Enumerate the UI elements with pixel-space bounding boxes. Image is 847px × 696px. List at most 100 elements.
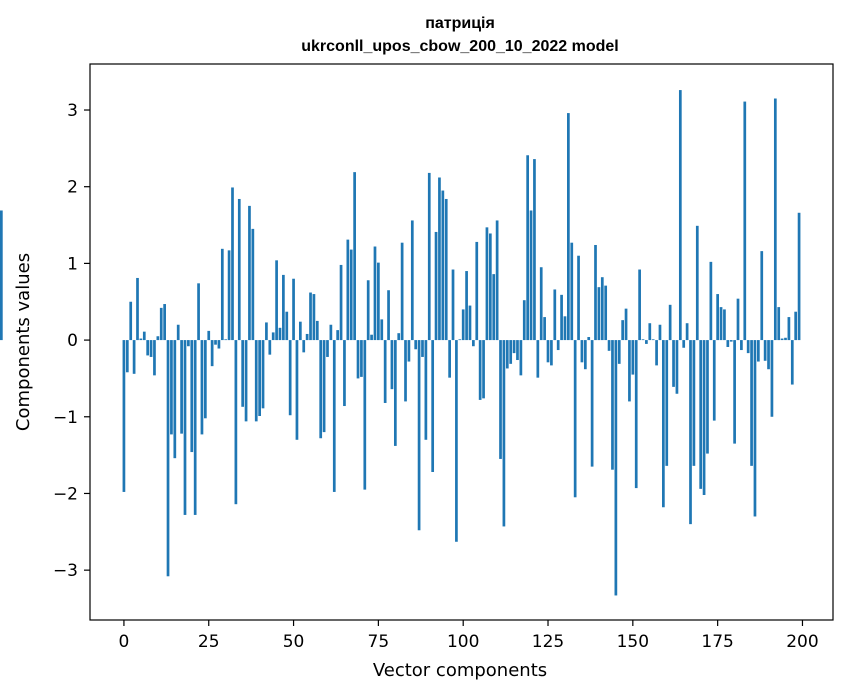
bar: [767, 340, 770, 370]
bar: [641, 339, 645, 341]
bar: [254, 340, 258, 422]
bar: [122, 340, 126, 492]
bar: [258, 340, 261, 416]
bar: [268, 340, 272, 355]
bar: [529, 210, 533, 341]
bar: [190, 340, 194, 453]
bar: [407, 340, 411, 362]
y-tick-label: 3: [67, 101, 78, 121]
bar: [736, 298, 740, 341]
bar: [478, 340, 482, 400]
bar: [438, 177, 441, 341]
bar: [241, 340, 245, 407]
bar: [611, 340, 614, 470]
bar: [163, 304, 166, 341]
bar: [390, 340, 394, 390]
bar: [563, 316, 567, 341]
bar: [153, 340, 156, 376]
bar: [271, 332, 275, 341]
bar: [282, 274, 285, 341]
bar: [543, 317, 546, 341]
x-axis-label: Vector components: [373, 660, 547, 681]
bar: [505, 340, 509, 369]
bar: [377, 262, 380, 341]
x-tick-label: 100: [447, 632, 479, 652]
bar: [757, 340, 760, 362]
bar: [709, 261, 713, 341]
x-tick-label: 200: [786, 632, 818, 652]
bar: [309, 292, 312, 341]
bar: [655, 340, 658, 366]
bar: [780, 338, 784, 341]
bar: [329, 324, 333, 341]
bar: [136, 277, 139, 341]
bar: [393, 340, 397, 446]
bar: [360, 340, 363, 377]
bar: [231, 187, 234, 341]
bar: [682, 340, 686, 348]
bar: [193, 340, 197, 515]
bar: [203, 340, 207, 419]
bar: [465, 271, 468, 341]
bar: [550, 340, 553, 366]
bar: [743, 101, 747, 341]
bar: [349, 249, 353, 341]
chart-title: патриція: [425, 15, 495, 32]
bar: [488, 233, 492, 341]
bar: [156, 336, 160, 341]
x-axis-ticks: 0 25 50 75 100 125 150 175 200: [119, 620, 819, 652]
bar: [726, 340, 730, 347]
bar: [339, 264, 343, 341]
bar: [326, 340, 329, 357]
bar: [692, 340, 696, 466]
bar: [295, 340, 299, 440]
bar: [651, 339, 655, 341]
bar: [502, 340, 506, 527]
bar: [468, 305, 472, 341]
bar: [139, 338, 143, 341]
bar: [695, 225, 699, 341]
bar: [526, 155, 530, 341]
y-tick-label: −3: [53, 561, 78, 581]
bar: [689, 340, 692, 525]
bar: [397, 333, 401, 341]
bar: [631, 340, 635, 375]
bar: [519, 340, 523, 376]
bar: [214, 340, 217, 345]
y-tick-label: −1: [53, 408, 78, 428]
bar: [533, 159, 536, 341]
bar: [733, 340, 736, 444]
bar: [509, 340, 513, 364]
bar: [305, 333, 309, 341]
bar: [434, 231, 438, 341]
bar: [146, 340, 150, 356]
bar: [685, 323, 689, 341]
y-axis-ticks: −3 −2 −1 0 1 2 3: [53, 101, 90, 581]
bar: [302, 340, 306, 353]
bar: [770, 340, 774, 417]
bar: [424, 340, 428, 440]
bar: [790, 340, 794, 385]
bar: [600, 277, 604, 341]
bar: [607, 340, 611, 351]
bar: [210, 340, 214, 367]
bar: [292, 278, 295, 341]
bar: [461, 309, 465, 341]
bar: [794, 311, 798, 341]
bar: [400, 242, 404, 341]
bar: [672, 340, 675, 387]
y-tick-label: 2: [67, 178, 78, 198]
bar: [702, 340, 706, 495]
bar: [180, 340, 183, 434]
bar: [200, 340, 204, 435]
bar: [404, 340, 407, 402]
bar: [336, 330, 340, 341]
bar: [539, 267, 543, 341]
bar: [675, 340, 679, 394]
bar: [712, 340, 716, 421]
bar: [322, 340, 326, 433]
bar: [499, 340, 502, 459]
bar: [553, 289, 557, 341]
bar: [448, 340, 451, 378]
